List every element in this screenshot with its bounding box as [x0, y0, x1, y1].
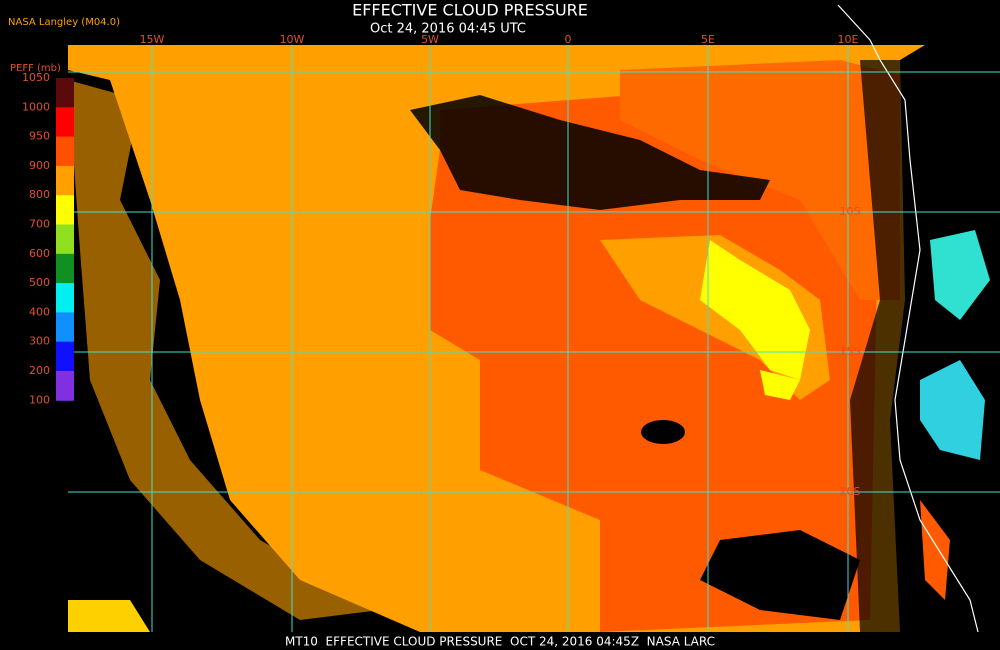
- map-image: [68, 0, 1000, 633]
- red-orange-cloud: [920, 500, 950, 600]
- cyan-cloud: [930, 230, 990, 320]
- clear-sky: [410, 95, 770, 210]
- colorbar-swatch: [56, 165, 74, 196]
- latitude-label: 20S: [840, 485, 861, 498]
- source-label: NASA Langley (M04.0): [8, 17, 120, 28]
- colorbar-swatch: [56, 107, 74, 138]
- colorbar-tick-label: 1000: [22, 100, 50, 113]
- colorbar-tick-label: 900: [29, 159, 50, 172]
- colorbar-label: PEFF (mb): [10, 63, 61, 74]
- latitude-label: 10S: [840, 205, 861, 218]
- colorbar-tick-label: 1050: [22, 71, 50, 84]
- longitude-label: 10W: [280, 33, 305, 46]
- colorbar-swatch: [56, 136, 74, 167]
- colorbar-tick-label: 950: [29, 130, 50, 143]
- colorbar: 1050 1000 950 900 800 700 600 500 400 300 200 100: [22, 71, 74, 406]
- yellow-cloud: [68, 600, 150, 632]
- clear-sky: [641, 420, 685, 444]
- longitude-label: 5E: [701, 33, 715, 46]
- colorbar-tick-label: 700: [29, 218, 50, 231]
- colorbar-tick-label: 100: [29, 393, 50, 406]
- cyan-cloud: [920, 360, 985, 460]
- colorbar-tick-label: 400: [29, 305, 50, 318]
- footer: MT10 EFFECTIVE CLOUD PRESSURE OCT 24, 20…: [285, 635, 715, 649]
- colorbar-tick-label: 600: [29, 247, 50, 260]
- clear-sky: [700, 530, 860, 620]
- title: EFFECTIVE CLOUD PRESSURE: [352, 1, 588, 20]
- colorbar-swatch: [56, 78, 74, 108]
- colorbar-swatch: [56, 371, 74, 401]
- latitude-label: 15S: [840, 345, 861, 358]
- longitude-label: 5W: [421, 33, 439, 46]
- yellow-cloud: [760, 370, 800, 400]
- colorbar-swatch: [56, 312, 74, 343]
- longitude-label: 0: [565, 33, 572, 46]
- colorbar-tick-label: 200: [29, 364, 50, 377]
- longitude-label: 15W: [140, 33, 165, 46]
- land: [890, 0, 1000, 632]
- colorbar-swatch: [56, 341, 74, 372]
- yellow-cloud: [700, 240, 810, 380]
- colorbar-swatch: [56, 253, 74, 284]
- colorbar-swatch: [56, 283, 74, 313]
- graticule: 15W 10W 5W 0 5E 10E 10S 15S 20S: [68, 33, 1000, 632]
- colorbar-tick-label: 800: [29, 188, 50, 201]
- longitude-label: 10E: [838, 33, 859, 46]
- colorbar-swatch: [56, 224, 74, 255]
- subtitle: Oct 24, 2016 04:45 UTC: [370, 22, 526, 37]
- colorbar-tick-label: 300: [29, 335, 50, 348]
- colorbar-swatch: [56, 195, 74, 225]
- broken-cloud: [68, 80, 380, 620]
- coastline: [837, 4, 979, 633]
- colorbar-tick-label: 500: [29, 276, 50, 289]
